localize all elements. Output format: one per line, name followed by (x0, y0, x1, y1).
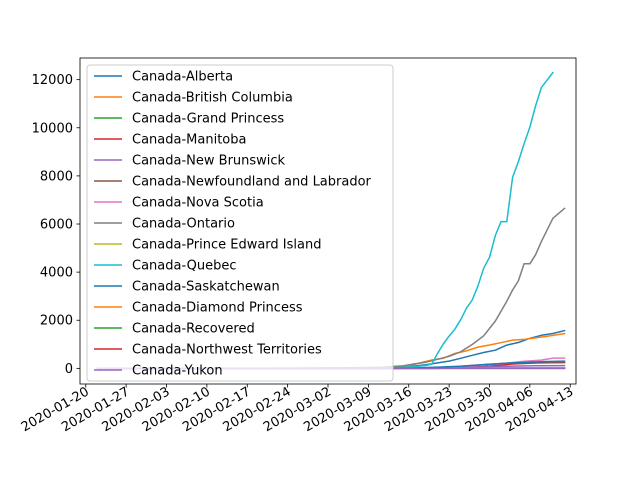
legend-box (86, 64, 394, 382)
legend-label-canada-prince-edward-island: Canada-Prince Edward Island (132, 238, 321, 253)
legend-label-canada-manitoba: Canada-Manitoba (132, 133, 246, 148)
series-line-canada-quebec (96, 71, 554, 370)
legend-label-canada-new-brunswick: Canada-New Brunswick (132, 154, 286, 169)
legend-label-canada-alberta: Canada-Alberta (132, 70, 233, 85)
legend-label-canada-nova-scotia: Canada-Nova Scotia (132, 196, 264, 211)
y-tick-label-2000: 2000 (40, 314, 73, 329)
y-tick-label-8000: 8000 (40, 169, 73, 184)
y-axis: 0 2000 4000 6000 8000 10000 12000 (32, 73, 80, 377)
legend-label-canada-grand-princess: Canada-Grand Princess (132, 112, 284, 127)
y-tick-label-10000: 10000 (32, 121, 73, 136)
legend-label-canada-diamond-princess: Canada-Diamond Princess (132, 301, 303, 316)
legend-label-canada-british-columbia: Canada-British Columbia (132, 91, 293, 106)
y-tick-label-12000: 12000 (32, 73, 73, 88)
legend-label-canada-yukon: Canada-Yukon (132, 364, 223, 379)
legend-label-canada-newfoundland-and-labrador: Canada-Newfoundland and Labrador (132, 175, 372, 190)
y-tick-label-0: 0 (65, 362, 73, 377)
legend: Canada-Alberta Canada-British Columbia Can… (86, 64, 394, 382)
legend-label-canada-ontario: Canada-Ontario (132, 217, 235, 232)
legend-label-canada-recovered: Canada-Recovered (132, 322, 255, 337)
y-tick-label-4000: 4000 (40, 266, 73, 281)
y-tick-label-6000: 6000 (40, 218, 73, 233)
legend-label-canada-quebec: Canada-Quebec (132, 259, 237, 274)
legend-label-canada-northwest-territories: Canada-Northwest Territories (132, 343, 322, 358)
legend-label-canada-saskatchewan: Canada-Saskatchewan (132, 280, 280, 295)
